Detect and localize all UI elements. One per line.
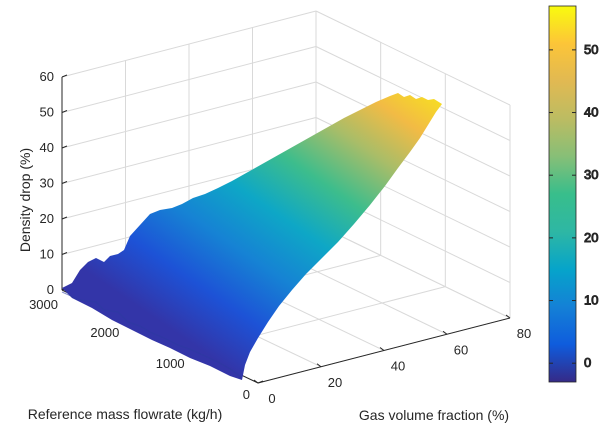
colorbar-tick-label: 30 bbox=[584, 167, 598, 182]
z-tick-label: 10 bbox=[40, 247, 54, 262]
z-tick-labels: 0 10 20 30 40 50 60 bbox=[40, 69, 54, 297]
z-tick-label: 20 bbox=[40, 211, 54, 226]
colorbar: 0 10 20 30 40 50 bbox=[548, 5, 599, 383]
colorbar-tick-label: 10 bbox=[584, 293, 598, 308]
grid-line bbox=[315, 46, 511, 141]
z-tick-label: 0 bbox=[47, 282, 54, 297]
x-tick-mark bbox=[505, 314, 511, 319]
x-tick-label: 80 bbox=[517, 326, 531, 341]
y-tick-label: 0 bbox=[243, 387, 250, 402]
z-tick-label: 60 bbox=[40, 69, 54, 84]
x-tick-mark bbox=[316, 363, 322, 368]
y-tick-label: 1000 bbox=[156, 356, 185, 371]
surface-plot bbox=[61, 93, 442, 380]
z-tick-mark bbox=[61, 216, 68, 220]
colorbar-tick-label: 40 bbox=[584, 105, 598, 120]
colorbar-ticks: 0 10 20 30 40 50 bbox=[549, 41, 599, 371]
z-tick-mark bbox=[61, 252, 68, 255]
colorbar-tick-label: 0 bbox=[584, 355, 591, 370]
x-tick-mark bbox=[253, 379, 259, 384]
y-tick-labels: 3000 2000 1000 0 bbox=[29, 297, 250, 402]
z-tick-label: 50 bbox=[40, 105, 54, 120]
grid-line bbox=[315, 10, 511, 106]
z-tick-label: 30 bbox=[40, 176, 54, 191]
grid-line bbox=[315, 223, 511, 319]
x-tick-label: 0 bbox=[268, 391, 275, 406]
z-tick-mark bbox=[61, 74, 68, 78]
z-tick-mark bbox=[61, 181, 68, 184]
y-tick-label: 2000 bbox=[90, 325, 119, 340]
y-tick-mark bbox=[257, 380, 264, 384]
z-tick-mark bbox=[61, 110, 68, 113]
x-tick-labels: 0 20 40 60 80 bbox=[268, 326, 531, 406]
surface-body bbox=[62, 93, 442, 380]
x-axis-label: Gas volume fraction (%) bbox=[359, 407, 509, 423]
colorbar-fill bbox=[548, 5, 577, 383]
x-tick-mark bbox=[379, 347, 385, 351]
z-tick-label: 40 bbox=[40, 140, 54, 155]
z-tick-mark bbox=[61, 145, 68, 149]
x-tick-label: 20 bbox=[328, 375, 342, 390]
y-tick-label: 3000 bbox=[29, 297, 58, 312]
colorbar-tick-label: 50 bbox=[584, 42, 598, 57]
colorbar-tick-label: 20 bbox=[584, 230, 598, 245]
x-tick-mark bbox=[442, 330, 448, 335]
z-axis-label: Density drop (%) bbox=[17, 148, 33, 252]
surface-ridges bbox=[61, 291, 243, 379]
x-tick-label: 40 bbox=[391, 359, 405, 374]
x-tick-label: 60 bbox=[454, 342, 468, 357]
y-axis-label: Reference mass flowrate (kg/h) bbox=[28, 406, 223, 422]
